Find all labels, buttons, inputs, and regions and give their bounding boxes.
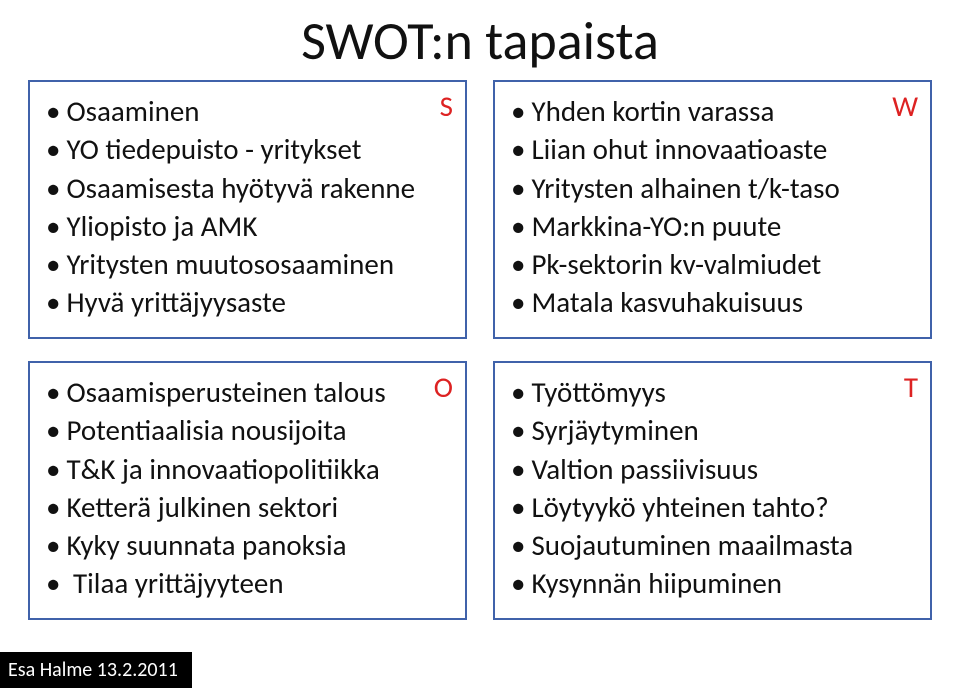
slide: SWOT:n tapaista S Osaaminen YO tiedepuis… — [0, 0, 960, 694]
list-item: Kysynnän hiipuminen — [511, 564, 914, 602]
list-item: Syrjäytyminen — [511, 411, 914, 449]
list-item: Hyvä yrittäjyysaste — [46, 283, 449, 321]
list-item: Suojautuminen maailmasta — [511, 526, 914, 564]
swot-list-opportunities: Osaamisperusteinen talous Potentiaalisia… — [46, 373, 449, 603]
list-item: Yhden kortin varassa — [511, 92, 914, 130]
swot-letter-s: S — [440, 88, 453, 124]
swot-box-threats: T Työttömyys Syrjäytyminen Valtion passi… — [493, 361, 932, 620]
list-item: Yritysten muutososaaminen — [46, 245, 449, 283]
list-item: Potentiaalisia nousijoita — [46, 411, 449, 449]
swot-letter-o: O — [434, 369, 453, 405]
list-item: Löytyykö yhteinen tahto? — [511, 488, 914, 526]
swot-box-strengths: S Osaaminen YO tiedepuisto - yritykset O… — [28, 80, 467, 339]
swot-list-weaknesses: Yhden kortin varassa Liian ohut innovaat… — [511, 92, 914, 322]
list-item: Markkina-YO:n puute — [511, 207, 914, 245]
list-item: Kyky suunnata panoksia — [46, 526, 449, 564]
list-item: Tilaa yrittäjyyteen — [46, 564, 449, 602]
list-item: Osaamisesta hyötyvä rakenne — [46, 169, 449, 207]
list-item: Yliopisto ja AMK — [46, 207, 449, 245]
swot-letter-t: T — [904, 369, 918, 405]
list-item: YO tiedepuisto - yritykset — [46, 130, 449, 168]
slide-footer: Esa Halme 13.2.2011 — [0, 652, 192, 688]
list-item: Ketterä julkinen sektori — [46, 488, 449, 526]
list-item: Osaaminen — [46, 92, 449, 130]
swot-box-weaknesses: W Yhden kortin varassa Liian ohut innova… — [493, 80, 932, 339]
list-item: Matala kasvuhakuisuus — [511, 283, 914, 321]
list-item: T&K ja innovaatiopolitiikka — [46, 450, 449, 488]
swot-box-opportunities: O Osaamisperusteinen talous Potentiaalis… — [28, 361, 467, 620]
swot-list-threats: Työttömyys Syrjäytyminen Valtion passiiv… — [511, 373, 914, 603]
swot-letter-w: W — [892, 88, 918, 124]
list-item: Osaamisperusteinen talous — [46, 373, 449, 411]
swot-grid: S Osaaminen YO tiedepuisto - yritykset O… — [28, 80, 932, 620]
list-item: Pk-sektorin kv-valmiudet — [511, 245, 914, 283]
list-item: Työttömyys — [511, 373, 914, 411]
list-item: Liian ohut innovaatioaste — [511, 130, 914, 168]
swot-list-strengths: Osaaminen YO tiedepuisto - yritykset Osa… — [46, 92, 449, 322]
list-item: Yritysten alhainen t/k-taso — [511, 169, 914, 207]
list-item: Valtion passiivisuus — [511, 450, 914, 488]
slide-title: SWOT:n tapaista — [0, 8, 960, 74]
